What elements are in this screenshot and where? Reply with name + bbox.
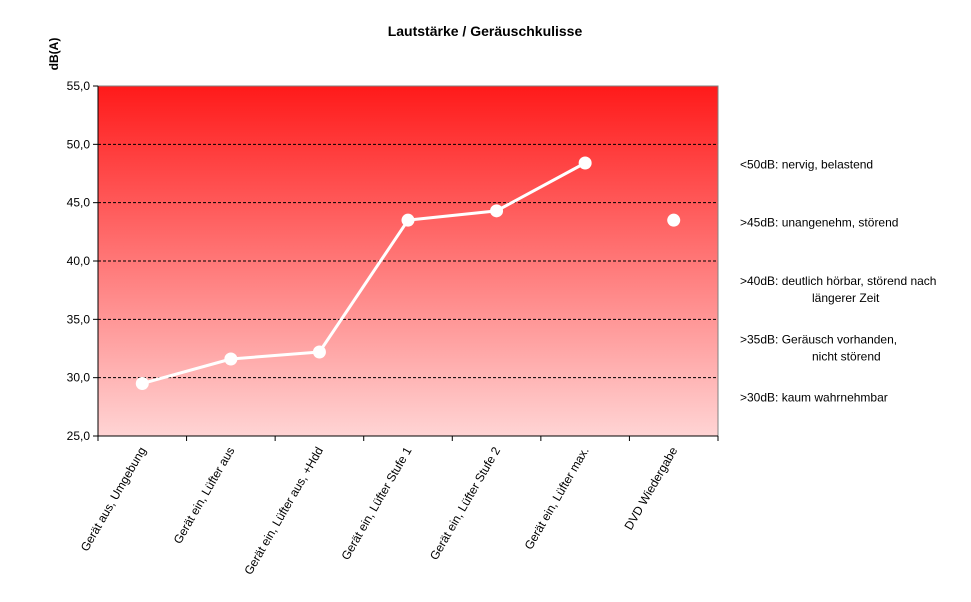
series-line	[141, 161, 586, 385]
y-tick-label: 35,0	[67, 312, 91, 326]
annotation-text: >45dB: unangenehm, störend	[740, 216, 898, 230]
x-category-label: DVD Wiedergabe	[622, 444, 681, 532]
y-tick-label: 55,0	[67, 79, 91, 93]
data-point	[224, 352, 238, 366]
data-point	[490, 204, 504, 218]
x-category-label: Gerät ein, Lüfter max.	[522, 445, 592, 553]
data-point	[401, 213, 415, 227]
data-point	[312, 345, 326, 359]
x-category-labels: Gerät aus, Umgebung Gerät ein, Lüfter aus…	[78, 444, 681, 577]
annotations: <50dB: nervig, belastend >45dB: unangeneh…	[740, 157, 936, 404]
annotation-text: >30dB: kaum wahrnehmbar	[740, 391, 888, 405]
annotation-text: >35dB: Geräusch vorhanden, nicht störend	[740, 332, 897, 363]
y-axis-label: dB(A)	[47, 38, 61, 71]
y-tick-label: 40,0	[67, 254, 91, 268]
chart-title: Lautstärke / Geräuschkulisse	[388, 23, 583, 39]
annotation-text: <50dB: nervig, belastend	[740, 157, 873, 171]
y-tick-label: 25,0	[67, 429, 91, 443]
gridlines	[98, 143, 718, 379]
y-tick-label: 50,0	[67, 137, 91, 151]
annotation-text: >40dB: deutlich hörbar, störend nach läng…	[740, 274, 936, 305]
data-point	[578, 156, 592, 170]
x-category-label: Gerät aus, Umgebung	[78, 445, 149, 554]
y-tick-label: 30,0	[67, 371, 91, 385]
x-category-label: Gerät ein, Lüfter aus	[171, 445, 238, 547]
x-category-label: Gerät ein, Lüfter Stufe 1	[338, 444, 414, 562]
x-category-label: Gerät ein, Lüfter aus, +Hdd	[241, 445, 326, 578]
data-point	[135, 377, 149, 390]
y-tick-label: 45,0	[67, 196, 91, 210]
x-category-label: Gerät ein, Lüfter Stufe 2	[427, 444, 503, 562]
data-point	[667, 213, 681, 227]
series-layer	[135, 156, 681, 390]
y-tick-labels: 25,0 30,0 35,0 40,0 45,0 50,0 55,0	[67, 79, 98, 443]
